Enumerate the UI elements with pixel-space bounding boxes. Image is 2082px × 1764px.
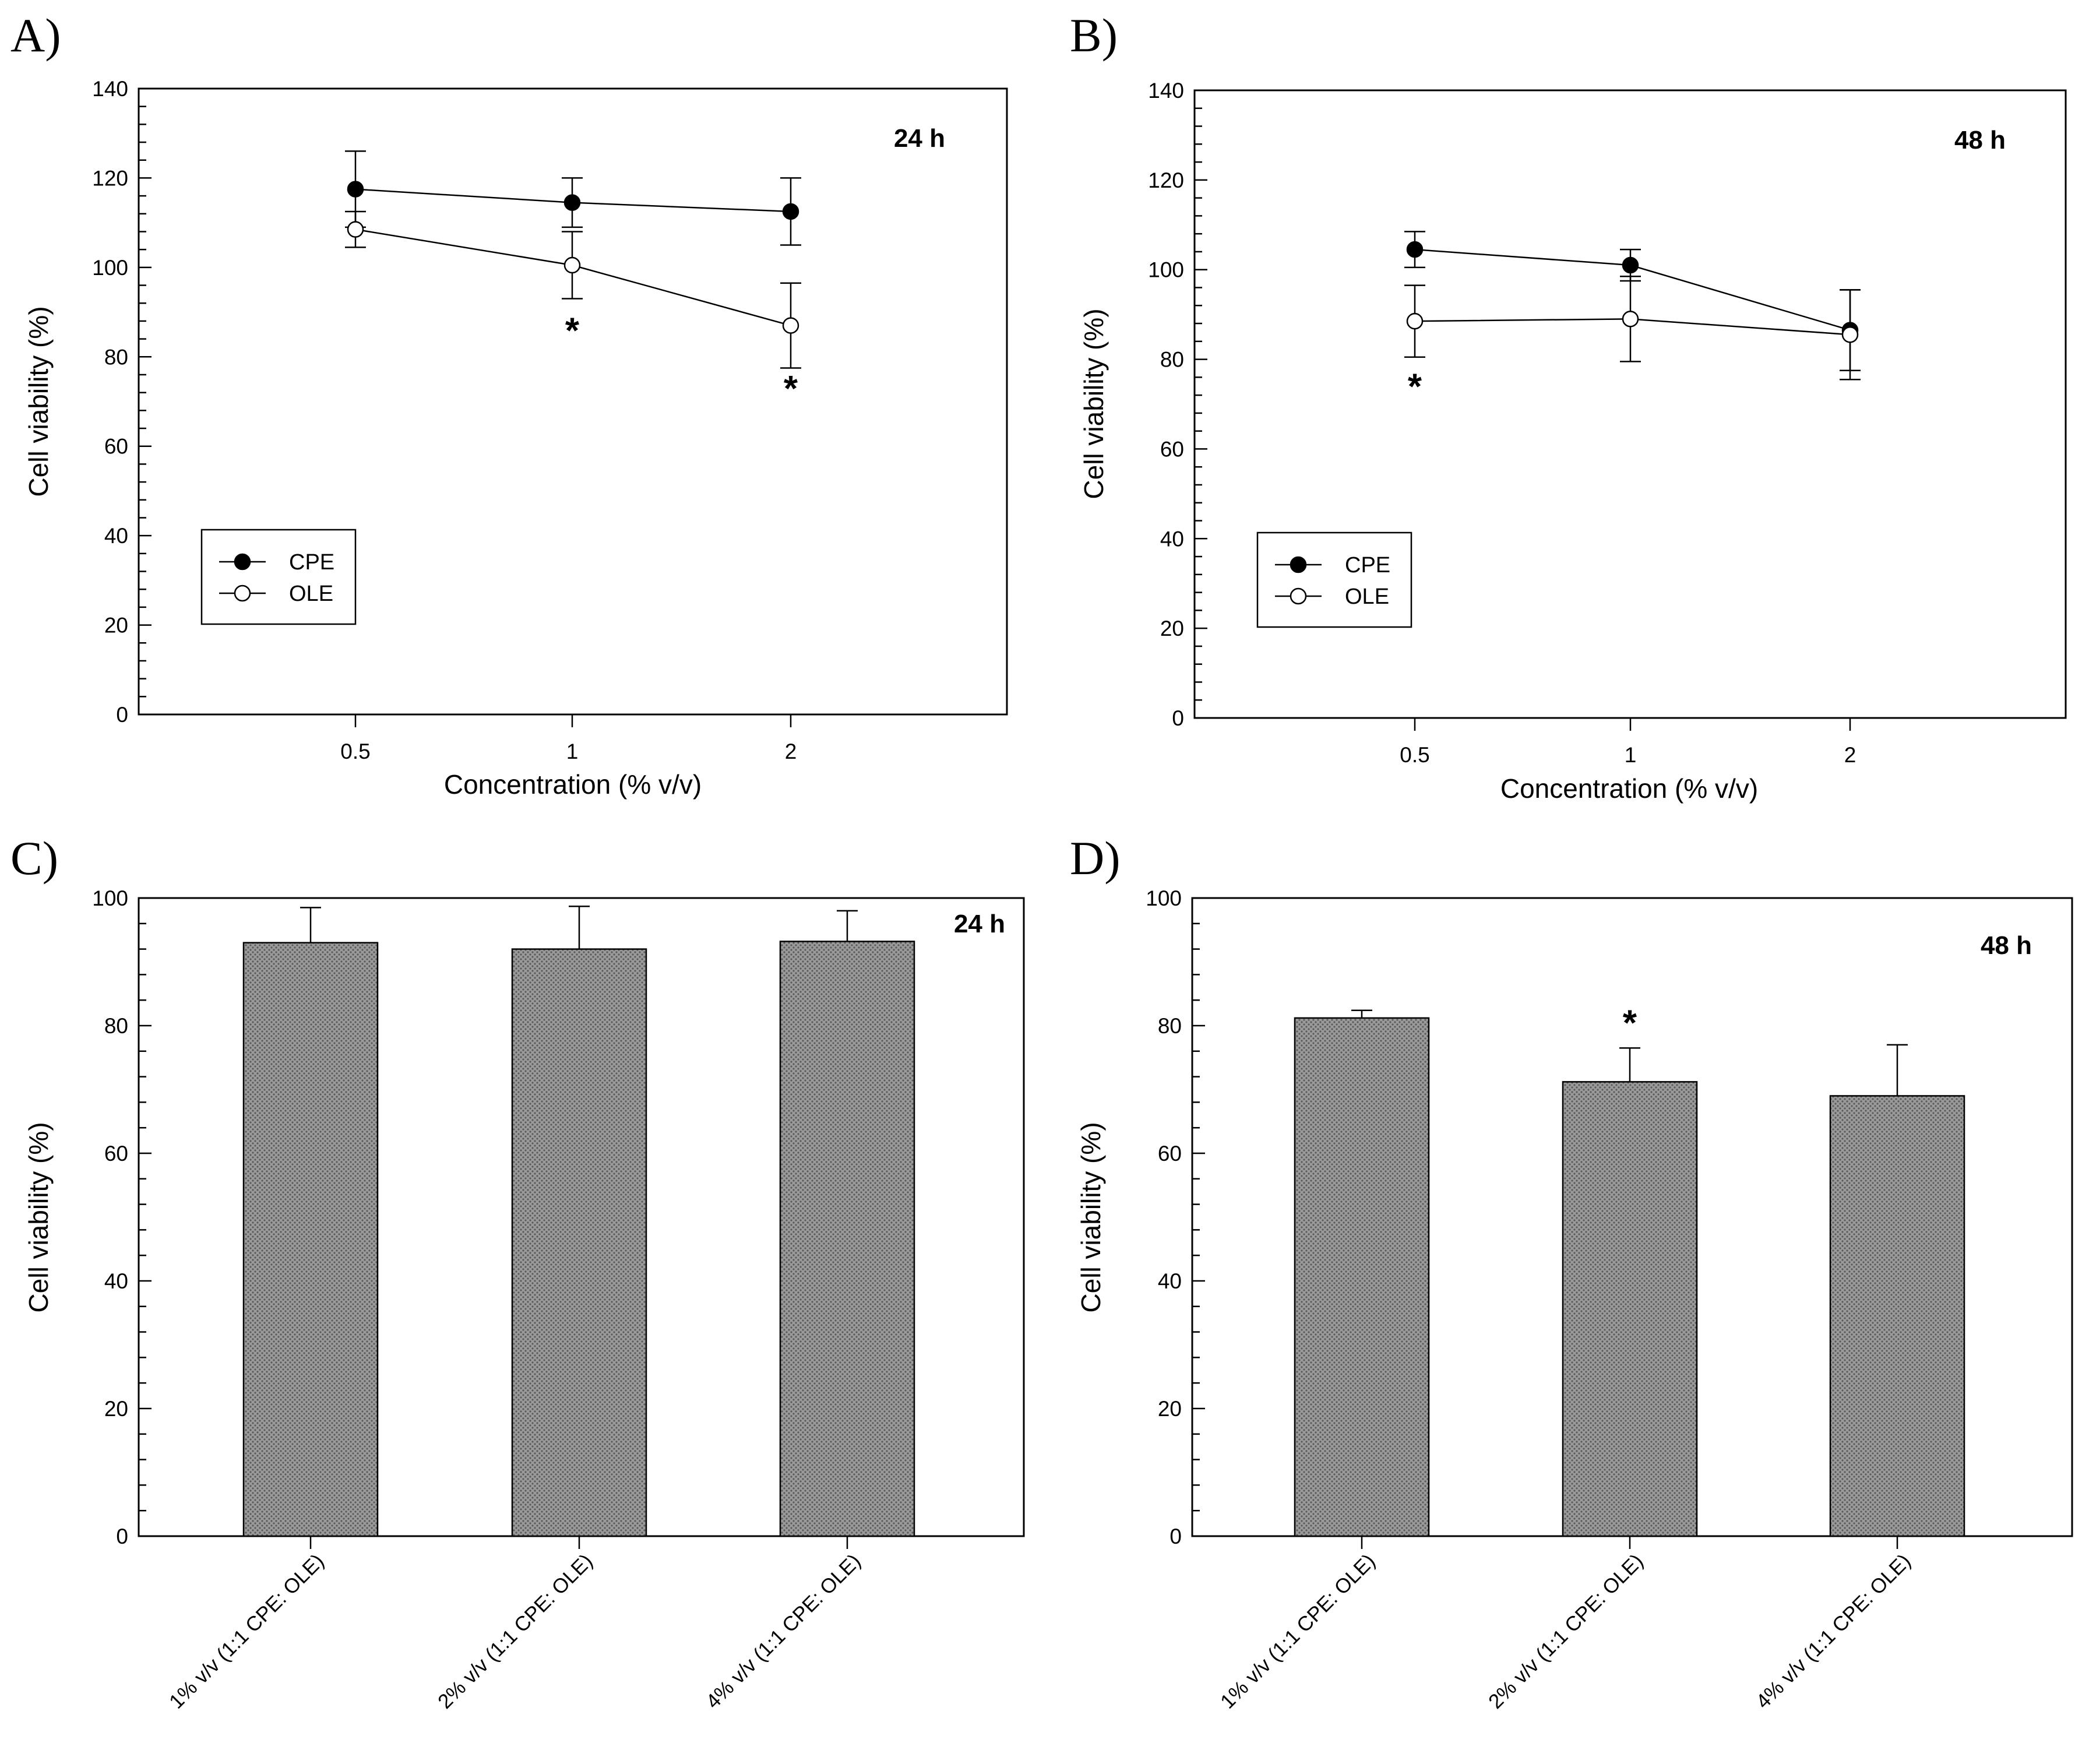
y-tick-label: 60: [104, 435, 128, 459]
y-tick-label: 20: [104, 1397, 128, 1421]
y-tick-label: 20: [1160, 617, 1184, 640]
y-tick-label: 40: [1158, 1269, 1182, 1293]
legend-label: OLE: [289, 582, 333, 606]
y-tick-label: 100: [92, 886, 128, 910]
y-tick-label: 40: [1160, 527, 1184, 551]
y-tick-label: 80: [104, 1014, 128, 1038]
data-point-cpe: [563, 194, 581, 211]
data-point-ole: [1841, 326, 1859, 343]
panel-1: A) 0 20 40 60 80 100 120 140 Cell viability (%) 24…: [10, 9, 1008, 800]
data-point-ole: [347, 221, 364, 238]
data-point-cpe: [1622, 256, 1639, 274]
x-category-label: 1% v/v (1:1 CPE: OLE): [165, 1550, 329, 1713]
bar: [242, 942, 379, 1537]
y-tick-label: 140: [1148, 79, 1184, 103]
time-label: 24 h: [954, 910, 1005, 938]
y-tick-label: 20: [104, 614, 128, 638]
time-label: 24 h: [894, 124, 945, 153]
x-tick-label: 2: [785, 740, 797, 763]
bar: [1829, 1095, 1965, 1537]
panel-4: D) 0 20 40 60 80 100 Cell viability (%) 48 h 1% v…: [1070, 832, 2073, 1713]
panel-letter: A): [10, 9, 61, 62]
panel-3: C) 0 20 40 60 80 100 Cell viability (%) 24 h 1% v…: [10, 832, 1025, 1713]
y-axis-label: Cell viability (%): [1079, 308, 1109, 499]
y-tick-label: 120: [92, 166, 128, 190]
x-tick-label: 0.5: [340, 740, 370, 763]
x-category-label: 2% v/v (1:1 CPE: OLE): [1484, 1550, 1648, 1713]
significance-star: *: [784, 369, 798, 409]
y-tick-label: 140: [92, 77, 128, 101]
y-tick-label: 0: [1169, 1524, 1182, 1548]
legend-marker: [1290, 587, 1307, 605]
y-tick-label: 60: [104, 1142, 128, 1166]
bar: [511, 948, 647, 1537]
y-tick-label: 40: [104, 524, 128, 548]
x-tick-label: 1: [566, 740, 579, 763]
panel-letter: D): [1070, 832, 1121, 885]
data-point-ole: [782, 317, 799, 334]
legend-box: [200, 529, 357, 625]
significance-star: *: [1623, 1004, 1637, 1044]
panel-letter: C): [10, 832, 58, 885]
bar: [779, 941, 915, 1537]
significance-star: *: [565, 311, 580, 351]
data-point-cpe: [782, 203, 799, 220]
y-tick-label: 100: [92, 256, 128, 280]
data-point-cpe: [347, 181, 364, 198]
y-axis-label: Cell viability (%): [23, 306, 54, 497]
y-tick-label: 60: [1160, 437, 1184, 461]
legend-label: CPE: [289, 550, 334, 575]
panel-2: B) 0 20 40 60 80 100 120 140 Cell viability (%) 48…: [1070, 9, 2067, 804]
x-tick-label: 1: [1625, 743, 1637, 767]
legend-box: [1256, 531, 1412, 628]
x-category-label: 1% v/v (1:1 CPE: OLE): [1216, 1550, 1380, 1713]
y-tick-label: 0: [116, 703, 128, 727]
x-tick-label: 0.5: [1400, 743, 1429, 767]
data-point-ole: [1406, 312, 1424, 330]
x-category-label: 2% v/v (1:1 CPE: OLE): [434, 1550, 597, 1713]
time-label: 48 h: [1981, 931, 2032, 960]
x-axis-label: Concentration (% v/v): [444, 769, 702, 800]
y-tick-label: 120: [1148, 168, 1184, 192]
legend-label: CPE: [1345, 553, 1390, 578]
data-point-ole: [1622, 311, 1639, 328]
y-tick-label: 80: [104, 345, 128, 369]
x-axis-label: Concentration (% v/v): [1500, 773, 1758, 804]
bar: [1294, 1017, 1430, 1537]
time-label: 48 h: [1954, 126, 2006, 154]
y-tick-label: 0: [116, 1524, 128, 1548]
x-category-label: 4% v/v (1:1 CPE: OLE): [702, 1550, 865, 1713]
bar: [1562, 1081, 1698, 1537]
y-tick-label: 20: [1158, 1397, 1182, 1421]
y-tick-label: 0: [1172, 706, 1184, 730]
x-tick-label: 2: [1844, 743, 1856, 767]
legend-marker: [1290, 556, 1307, 573]
x-category-label: 4% v/v (1:1 CPE: OLE): [1752, 1550, 1915, 1713]
y-axis-label: Cell viability (%): [1076, 1122, 1106, 1312]
y-tick-label: 100: [1146, 886, 1182, 910]
data-point-cpe: [1406, 241, 1424, 258]
y-tick-label: 80: [1160, 348, 1184, 372]
y-tick-label: 60: [1158, 1142, 1182, 1166]
y-tick-label: 40: [104, 1269, 128, 1293]
legend-marker: [234, 585, 251, 602]
y-axis-label: Cell viability (%): [23, 1122, 54, 1312]
legend-marker: [234, 553, 251, 571]
panel-letter: B): [1070, 9, 1118, 62]
y-tick-label: 80: [1158, 1014, 1182, 1038]
significance-star: *: [1408, 367, 1422, 407]
data-point-ole: [563, 256, 581, 274]
legend-label: OLE: [1345, 585, 1389, 609]
y-tick-label: 100: [1148, 258, 1184, 282]
